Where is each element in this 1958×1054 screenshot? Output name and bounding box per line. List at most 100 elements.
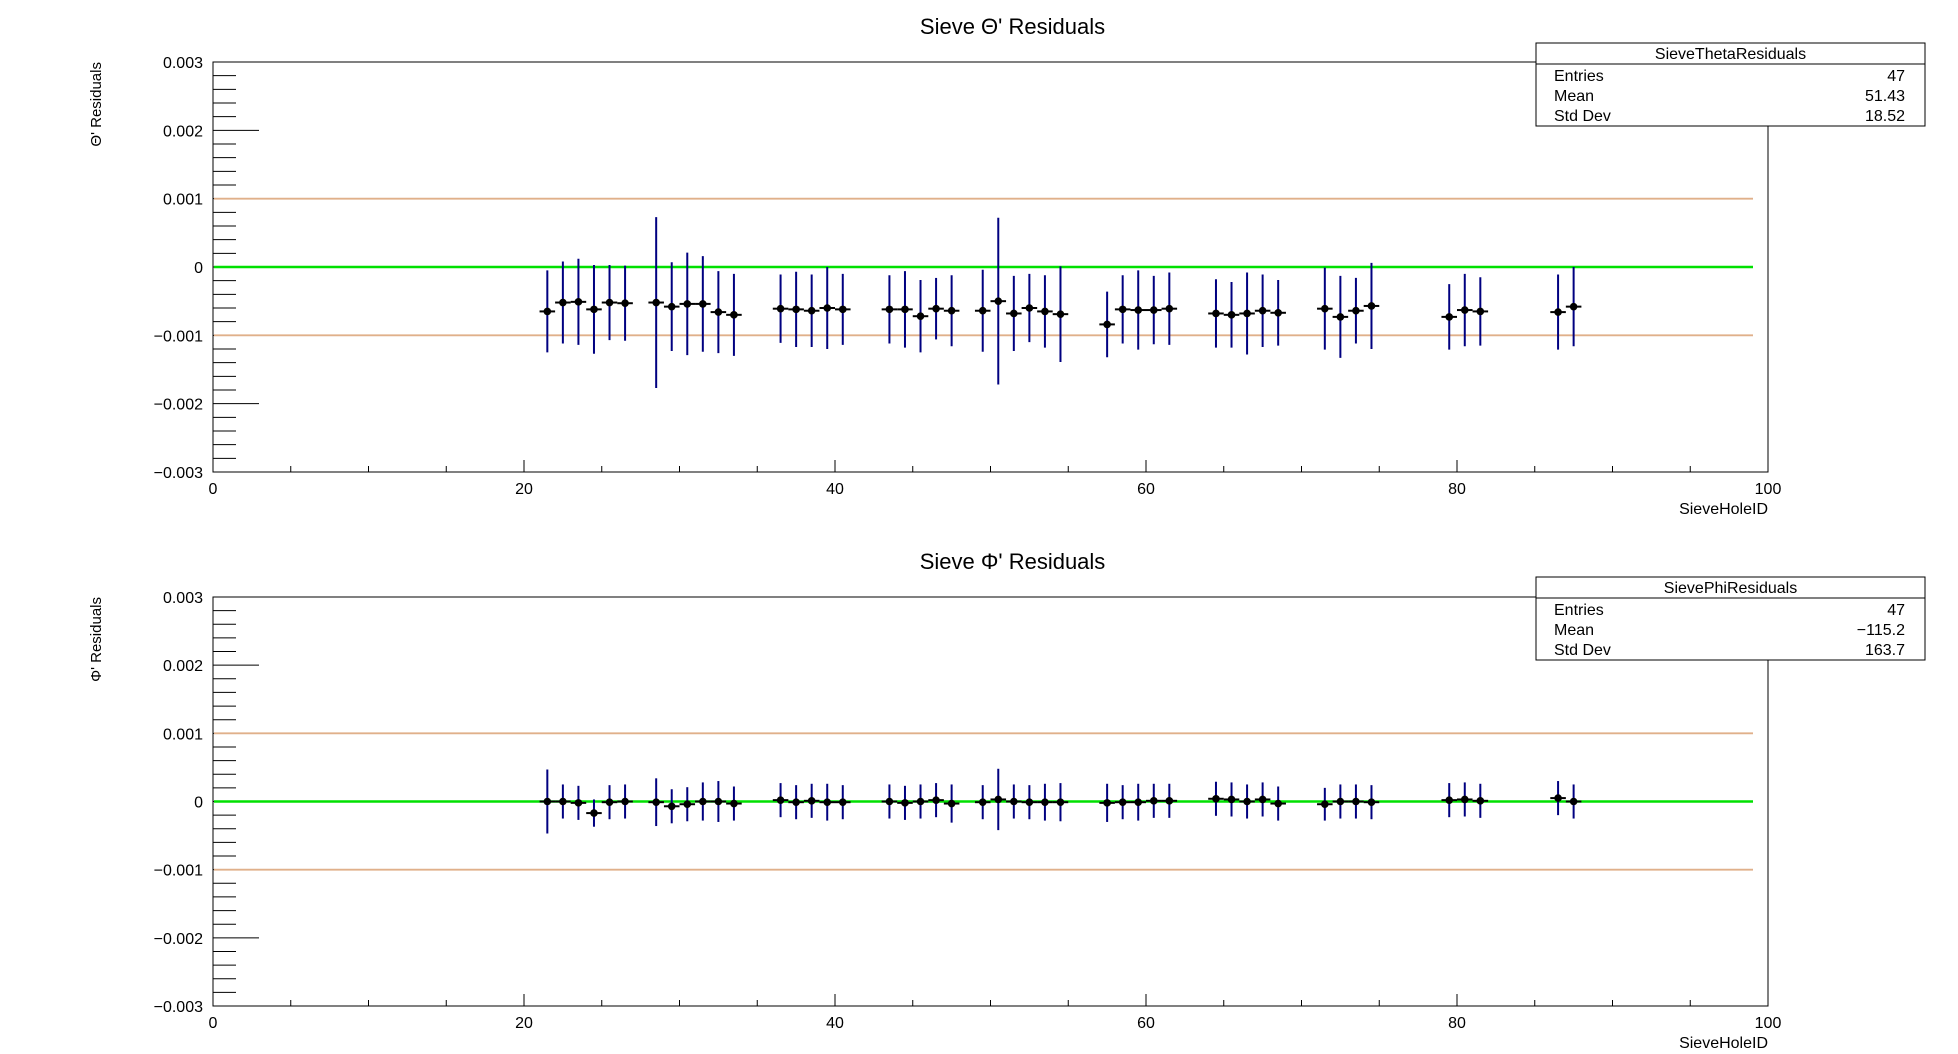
theta-data-point: [1550, 274, 1566, 350]
theta-marker: [605, 298, 614, 307]
theta-marker: [1243, 309, 1251, 318]
theta-y-tick-label: 0.003: [163, 55, 203, 72]
phi-marker: [1460, 795, 1469, 804]
theta-marker: [714, 308, 723, 316]
phi-marker: [1274, 799, 1282, 808]
phi-data-point: [710, 781, 727, 822]
phi-marker: [1321, 800, 1329, 809]
phi-marker: [590, 809, 598, 817]
theta-marker: [807, 306, 816, 315]
phi-marker: [1352, 797, 1360, 806]
theta-data-point: [1332, 275, 1349, 358]
phi-marker: [994, 795, 1003, 804]
theta-data-point: [586, 264, 602, 354]
theta-stats-row-value: 18.52: [1865, 108, 1905, 125]
phi-marker: [932, 796, 940, 804]
theta-data-point: [617, 265, 633, 341]
phi-marker: [699, 797, 707, 806]
phi-marker: [652, 798, 660, 806]
theta-data-point: [1317, 267, 1333, 350]
phi-stats-row-value: 163.7: [1865, 642, 1905, 659]
theta-marker: [590, 305, 598, 314]
theta-data-point: [1006, 275, 1022, 352]
theta-marker: [978, 306, 987, 315]
theta-y-tick-label: 0.001: [163, 192, 203, 209]
theta-marker: [885, 305, 894, 314]
phi-x-tick-label: 0: [209, 1015, 218, 1032]
phi-data-point: [990, 768, 1007, 831]
theta-data-point: [897, 271, 913, 348]
phi-x-tick-label: 100: [1755, 1015, 1782, 1032]
phi-marker: [1258, 795, 1267, 804]
phi-marker: [574, 799, 583, 807]
theta-data-point: [679, 252, 696, 356]
theta-data-point: [1161, 272, 1178, 345]
theta-marker: [1445, 313, 1454, 321]
phi-data-point: [943, 784, 960, 823]
phi-stats-box-name: SievePhiResiduals: [1664, 580, 1797, 597]
theta-data-point: [1021, 273, 1038, 343]
phi-data-point: [1348, 784, 1364, 819]
theta-data-point: [1223, 282, 1240, 348]
phi-marker: [683, 800, 692, 809]
phi-marker: [1367, 798, 1376, 806]
theta-data-point: [1363, 262, 1380, 349]
theta-x-tick-label: 80: [1448, 481, 1466, 498]
phi-data-point: [974, 785, 991, 820]
theta-data-point: [819, 267, 835, 349]
phi-marker: [1149, 797, 1158, 805]
theta-data-point: [990, 217, 1007, 385]
theta-marker: [574, 298, 583, 306]
theta-residuals-panel: Sieve Θ' Residuals 0.003 0.002 0.001 0 −0.001…: [88, 14, 1926, 518]
phi-marker: [1227, 795, 1236, 804]
phi-marker: [1165, 797, 1174, 805]
phi-stats-row-value: 47: [1887, 602, 1905, 619]
phi-data-point: [1457, 782, 1473, 817]
theta-data-point: [772, 274, 789, 343]
theta-data-point: [943, 275, 960, 347]
phi-y-tick-label: 0.002: [163, 658, 203, 675]
theta-data-point: [539, 270, 556, 353]
phi-marker: [1336, 797, 1345, 806]
theta-data-point: [663, 262, 680, 352]
phi-y-tick-label: 0.001: [163, 726, 203, 743]
theta-marker: [1367, 302, 1376, 310]
phi-data-point: [803, 783, 820, 818]
phi-data-point: [1239, 784, 1255, 819]
phi-marker: [1025, 798, 1034, 806]
phi-data-point: [1550, 781, 1566, 816]
phi-data-point: [1317, 787, 1333, 821]
theta-data-point: [1208, 279, 1224, 348]
theta-marker: [559, 298, 567, 307]
theta-data-point: [1146, 275, 1162, 345]
theta-chart-title: Sieve Θ' Residuals: [920, 14, 1105, 39]
theta-marker: [1336, 313, 1345, 321]
phi-marker: [978, 798, 987, 806]
phi-data-point: [1021, 785, 1038, 820]
phi-stats-row-label: Std Dev: [1554, 642, 1611, 659]
theta-data-point: [928, 277, 944, 340]
phi-data-point: [928, 783, 944, 818]
theta-data-point: [1457, 273, 1473, 347]
phi-data-point: [819, 783, 835, 821]
phi-data-point: [663, 789, 680, 824]
phi-marker: [543, 797, 552, 806]
theta-marker: [823, 304, 832, 312]
phi-y-tick-label: −0.003: [154, 999, 203, 1016]
phi-data-point: [1161, 783, 1178, 818]
theta-data-point: [726, 273, 742, 356]
theta-marker: [792, 305, 800, 314]
theta-x-tick-label: 100: [1755, 481, 1782, 498]
phi-x-tick-label: 60: [1137, 1015, 1155, 1032]
theta-marker: [776, 304, 785, 313]
theta-stats-box-name: SieveThetaResiduals: [1655, 46, 1806, 63]
phi-y-tick-label: 0.003: [163, 590, 203, 607]
theta-data-point: [1052, 266, 1069, 362]
theta-marker: [1212, 309, 1220, 318]
phi-data-point: [1270, 786, 1286, 821]
phi-data-point: [539, 769, 556, 834]
theta-data-point: [710, 271, 727, 354]
phi-marker: [667, 802, 676, 811]
phi-y-axis-label: Φ' Residuals: [88, 597, 105, 682]
